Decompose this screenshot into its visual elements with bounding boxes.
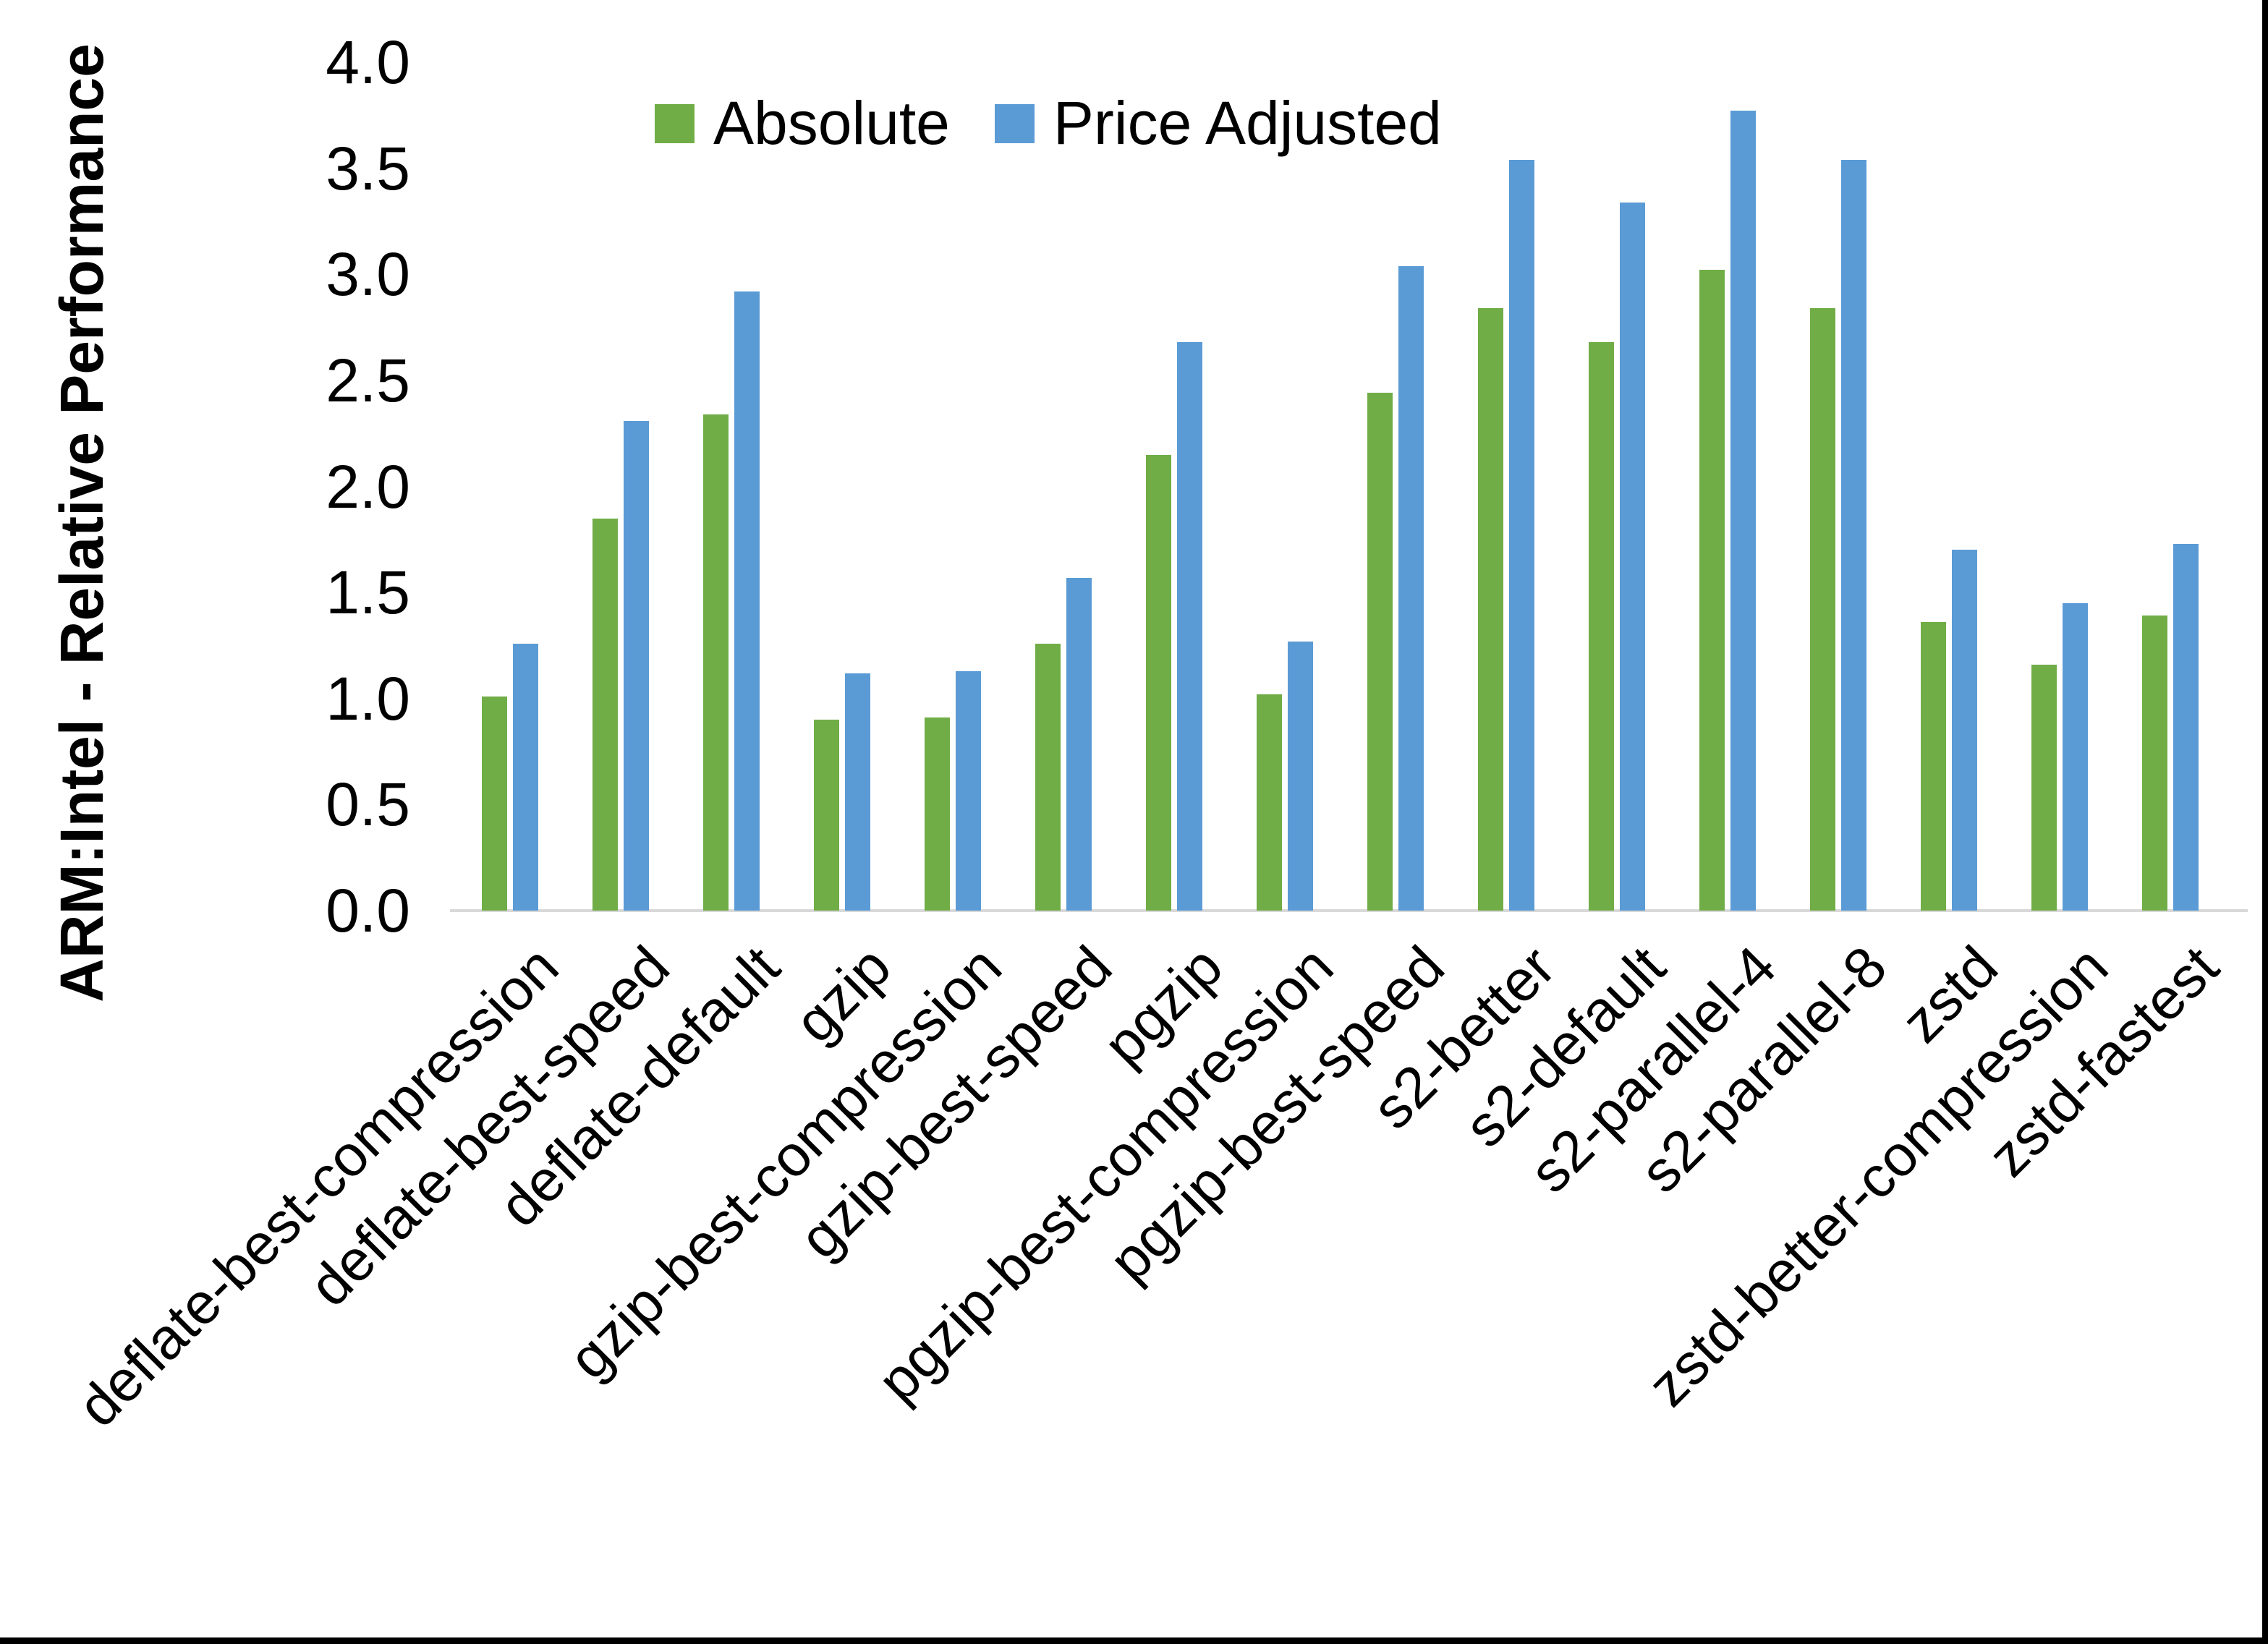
legend-label-price-adjusted: Price Adjusted — [1053, 89, 1442, 157]
bar-price-adjusted-zstd-fastest — [2173, 543, 2199, 911]
legend-swatch-absolute-icon — [655, 103, 695, 143]
bar-group-s2-better — [1451, 62, 1561, 911]
y-tick-label: 0.0 — [326, 877, 410, 945]
bar-price-adjusted-gzip-best-speed — [1066, 577, 1092, 911]
bar-group-s2-parallel-4 — [1672, 62, 1783, 911]
bar-group-deflate-best-speed — [565, 62, 676, 911]
y-axis-title: ARM:Intel - Relative Performance — [48, 43, 116, 1002]
bar-price-adjusted-s2-parallel-4 — [1730, 111, 1756, 911]
legend-item-absolute: Absolute — [655, 88, 950, 158]
bar-absolute-zstd-better-compression — [2031, 664, 2057, 911]
bar-absolute-deflate-default — [702, 414, 729, 911]
bar-price-adjusted-gzip-best-compression — [955, 670, 981, 911]
y-tick-label: 2.5 — [326, 346, 410, 414]
legend-label-absolute: Absolute — [713, 89, 950, 157]
bar-price-adjusted-pgzip-best-speed — [1398, 265, 1424, 911]
y-tick-label: 3.5 — [326, 134, 410, 203]
bar-group-s2-parallel-8 — [1783, 62, 1893, 911]
bar-price-adjusted-gzip — [844, 673, 870, 911]
bar-group-pgzip-best-compression — [1229, 62, 1340, 911]
y-tick-label: 3.0 — [326, 240, 410, 309]
y-tick-label: 1.0 — [326, 664, 410, 733]
bar-price-adjusted-deflate-default — [734, 291, 760, 911]
bar-absolute-s2-better — [1477, 308, 1503, 911]
bar-group-pgzip — [1118, 62, 1229, 911]
bar-absolute-deflate-best-compression — [481, 696, 507, 911]
bar-group-zstd-fastest — [2115, 62, 2225, 911]
bar-absolute-pgzip — [1145, 454, 1171, 911]
bar-absolute-zstd — [1920, 622, 1946, 911]
bar-price-adjusted-pgzip — [1176, 342, 1202, 911]
bar-group-s2-default — [1561, 62, 1672, 911]
bar-price-adjusted-s2-better — [1508, 159, 1534, 911]
bar-group-deflate-best-compression — [454, 62, 565, 911]
bar-group-gzip — [786, 62, 897, 911]
bar-group-gzip-best-speed — [1008, 62, 1118, 911]
legend-item-price-adjusted: Price Adjusted — [994, 88, 1442, 158]
bar-price-adjusted-deflate-best-speed — [623, 420, 649, 911]
legend: Absolute Price Adjusted — [655, 88, 1442, 158]
bar-absolute-gzip-best-compression — [924, 717, 950, 911]
bar-price-adjusted-zstd-better-compression — [2062, 602, 2088, 911]
bar-price-adjusted-pgzip-best-compression — [1287, 641, 1313, 911]
bar-price-adjusted-zstd — [1951, 550, 1977, 911]
bar-group-zstd-better-compression — [2004, 62, 2115, 911]
bar-price-adjusted-s2-default — [1619, 202, 1645, 911]
y-tick-label: 2.0 — [326, 452, 410, 521]
bar-absolute-s2-parallel-4 — [1699, 270, 1725, 911]
x-axis-baseline — [450, 909, 2248, 912]
y-tick-label: 4.0 — [326, 28, 410, 96]
y-tick-label: 1.5 — [326, 558, 410, 627]
bar-absolute-zstd-fastest — [2141, 616, 2167, 911]
bar-group-zstd — [1893, 62, 2004, 911]
bar-absolute-s2-parallel-8 — [1809, 308, 1835, 911]
bar-absolute-pgzip-best-speed — [1367, 393, 1393, 911]
bar-absolute-deflate-best-speed — [592, 518, 618, 911]
bar-price-adjusted-s2-parallel-8 — [1840, 159, 1866, 911]
bar-group-deflate-default — [676, 62, 786, 911]
bar-absolute-s2-default — [1588, 342, 1614, 911]
bar-absolute-pgzip-best-compression — [1256, 694, 1282, 911]
bar-group-pgzip-best-speed — [1340, 62, 1451, 911]
bar-group-gzip-best-compression — [897, 62, 1008, 911]
legend-swatch-price-adjusted-icon — [994, 103, 1035, 143]
bar-absolute-gzip-best-speed — [1035, 643, 1061, 911]
y-tick-label: 0.5 — [326, 770, 410, 839]
bar-price-adjusted-deflate-best-compression — [512, 643, 538, 911]
bar-absolute-gzip — [813, 720, 839, 911]
